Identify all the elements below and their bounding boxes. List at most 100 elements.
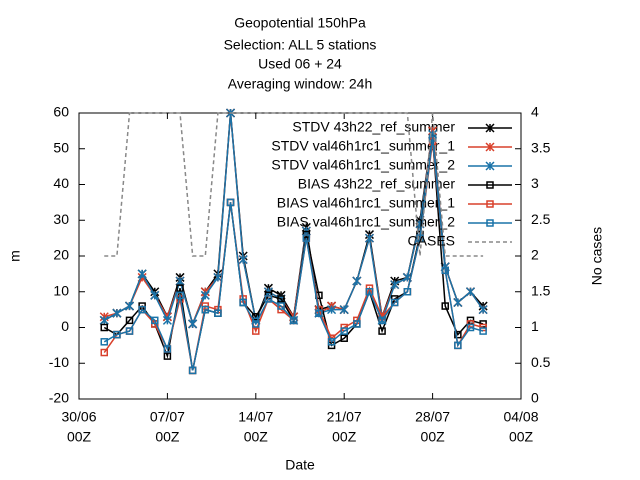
marker xyxy=(454,330,462,339)
marker xyxy=(378,316,386,325)
y2-axis-label: No cases xyxy=(589,227,605,285)
y-tick-label: 30 xyxy=(53,211,69,227)
marker xyxy=(214,309,222,317)
x-tick-label: 07/07 xyxy=(150,409,185,425)
marker xyxy=(125,316,134,325)
y-tick-label: 40 xyxy=(53,175,69,191)
chart-title: Averaging window: 24h xyxy=(228,76,373,92)
series-line xyxy=(103,137,484,371)
x-tick-label: 00Z xyxy=(244,429,269,445)
x-tick-label: 14/07 xyxy=(238,409,273,425)
marker xyxy=(390,280,400,290)
chart-title: Selection: ALL 5 stations xyxy=(224,37,377,53)
marker xyxy=(428,134,437,142)
marker xyxy=(100,323,109,332)
y-tick-label: 10 xyxy=(53,282,69,298)
marker xyxy=(100,348,109,357)
marker xyxy=(264,295,273,303)
y2-tick-label: 1.5 xyxy=(531,282,551,298)
marker xyxy=(277,302,285,310)
marker xyxy=(176,291,184,300)
marker xyxy=(364,233,374,243)
legend-label: STDV val46h1rc1_summer_1 xyxy=(271,138,455,154)
marker xyxy=(486,200,494,208)
y2-tick-label: 1 xyxy=(531,318,539,334)
marker xyxy=(226,198,235,207)
marker xyxy=(378,327,386,335)
marker xyxy=(138,305,146,314)
marker xyxy=(112,308,122,318)
x-tick-label: 00Z xyxy=(421,429,446,445)
marker xyxy=(327,338,336,346)
marker xyxy=(353,320,361,328)
x-axis-label: Date xyxy=(285,457,315,473)
y2-tick-label: 4 xyxy=(531,104,539,120)
marker xyxy=(441,266,449,275)
marker xyxy=(352,276,362,286)
marker xyxy=(339,305,349,315)
y2-tick-label: 0.5 xyxy=(531,354,551,370)
marker xyxy=(289,316,298,325)
x-tick-label: 00Z xyxy=(67,429,92,445)
marker xyxy=(238,255,248,265)
marker xyxy=(213,272,223,282)
x-tick-label: 00Z xyxy=(155,429,180,445)
series-line xyxy=(104,112,484,257)
x-tick-label: 21/07 xyxy=(327,409,362,425)
marker xyxy=(486,181,494,189)
marker xyxy=(340,334,348,342)
marker xyxy=(340,327,348,335)
legend-label: BIAS val46h1rc1_summer_2 xyxy=(277,214,455,230)
marker xyxy=(453,297,463,308)
x-tick-label: 00Z xyxy=(509,429,534,445)
chart-title: Geopotential 150hPa xyxy=(234,15,366,31)
marker xyxy=(302,234,311,242)
legend-label: STDV 43h22_ref_summer xyxy=(292,119,455,135)
marker xyxy=(315,309,323,317)
marker xyxy=(125,327,134,335)
marker xyxy=(100,338,109,346)
y2-tick-label: 0 xyxy=(531,390,539,406)
y2-tick-label: 2.5 xyxy=(531,211,551,227)
marker xyxy=(416,234,424,242)
y-tick-label: 50 xyxy=(53,139,69,155)
marker xyxy=(113,330,121,339)
marker xyxy=(390,298,399,307)
legend-label: CASES xyxy=(408,233,455,249)
marker xyxy=(403,288,412,296)
y-tick-label: 20 xyxy=(53,247,69,263)
y-tick-label: -10 xyxy=(49,354,69,370)
chart-title: Used 06 + 24 xyxy=(258,56,342,72)
marker xyxy=(486,219,494,227)
marker xyxy=(441,302,449,310)
marker xyxy=(465,287,476,297)
marker xyxy=(175,276,185,286)
x-tick-label: 28/07 xyxy=(415,409,450,425)
legend-label: STDV val46h1rc1_summer_2 xyxy=(271,157,455,173)
marker xyxy=(176,284,184,292)
marker xyxy=(124,301,135,311)
x-tick-label: 04/08 xyxy=(503,409,538,425)
marker xyxy=(163,345,172,353)
marker xyxy=(163,352,172,360)
marker xyxy=(137,269,147,279)
marker xyxy=(201,305,210,314)
marker xyxy=(478,305,488,315)
marker xyxy=(150,290,160,300)
y2-tick-label: 3.5 xyxy=(531,139,551,155)
marker xyxy=(188,319,198,329)
marker xyxy=(485,123,495,133)
marker xyxy=(162,315,172,325)
y-tick-label: -20 xyxy=(49,390,69,406)
marker xyxy=(239,298,247,307)
marker xyxy=(327,305,337,315)
y2-tick-label: 2 xyxy=(531,247,539,263)
marker xyxy=(485,161,495,171)
marker xyxy=(252,327,260,335)
marker xyxy=(200,290,210,300)
marker xyxy=(454,341,462,350)
marker xyxy=(99,315,109,325)
marker xyxy=(466,323,475,332)
marker xyxy=(188,366,197,375)
